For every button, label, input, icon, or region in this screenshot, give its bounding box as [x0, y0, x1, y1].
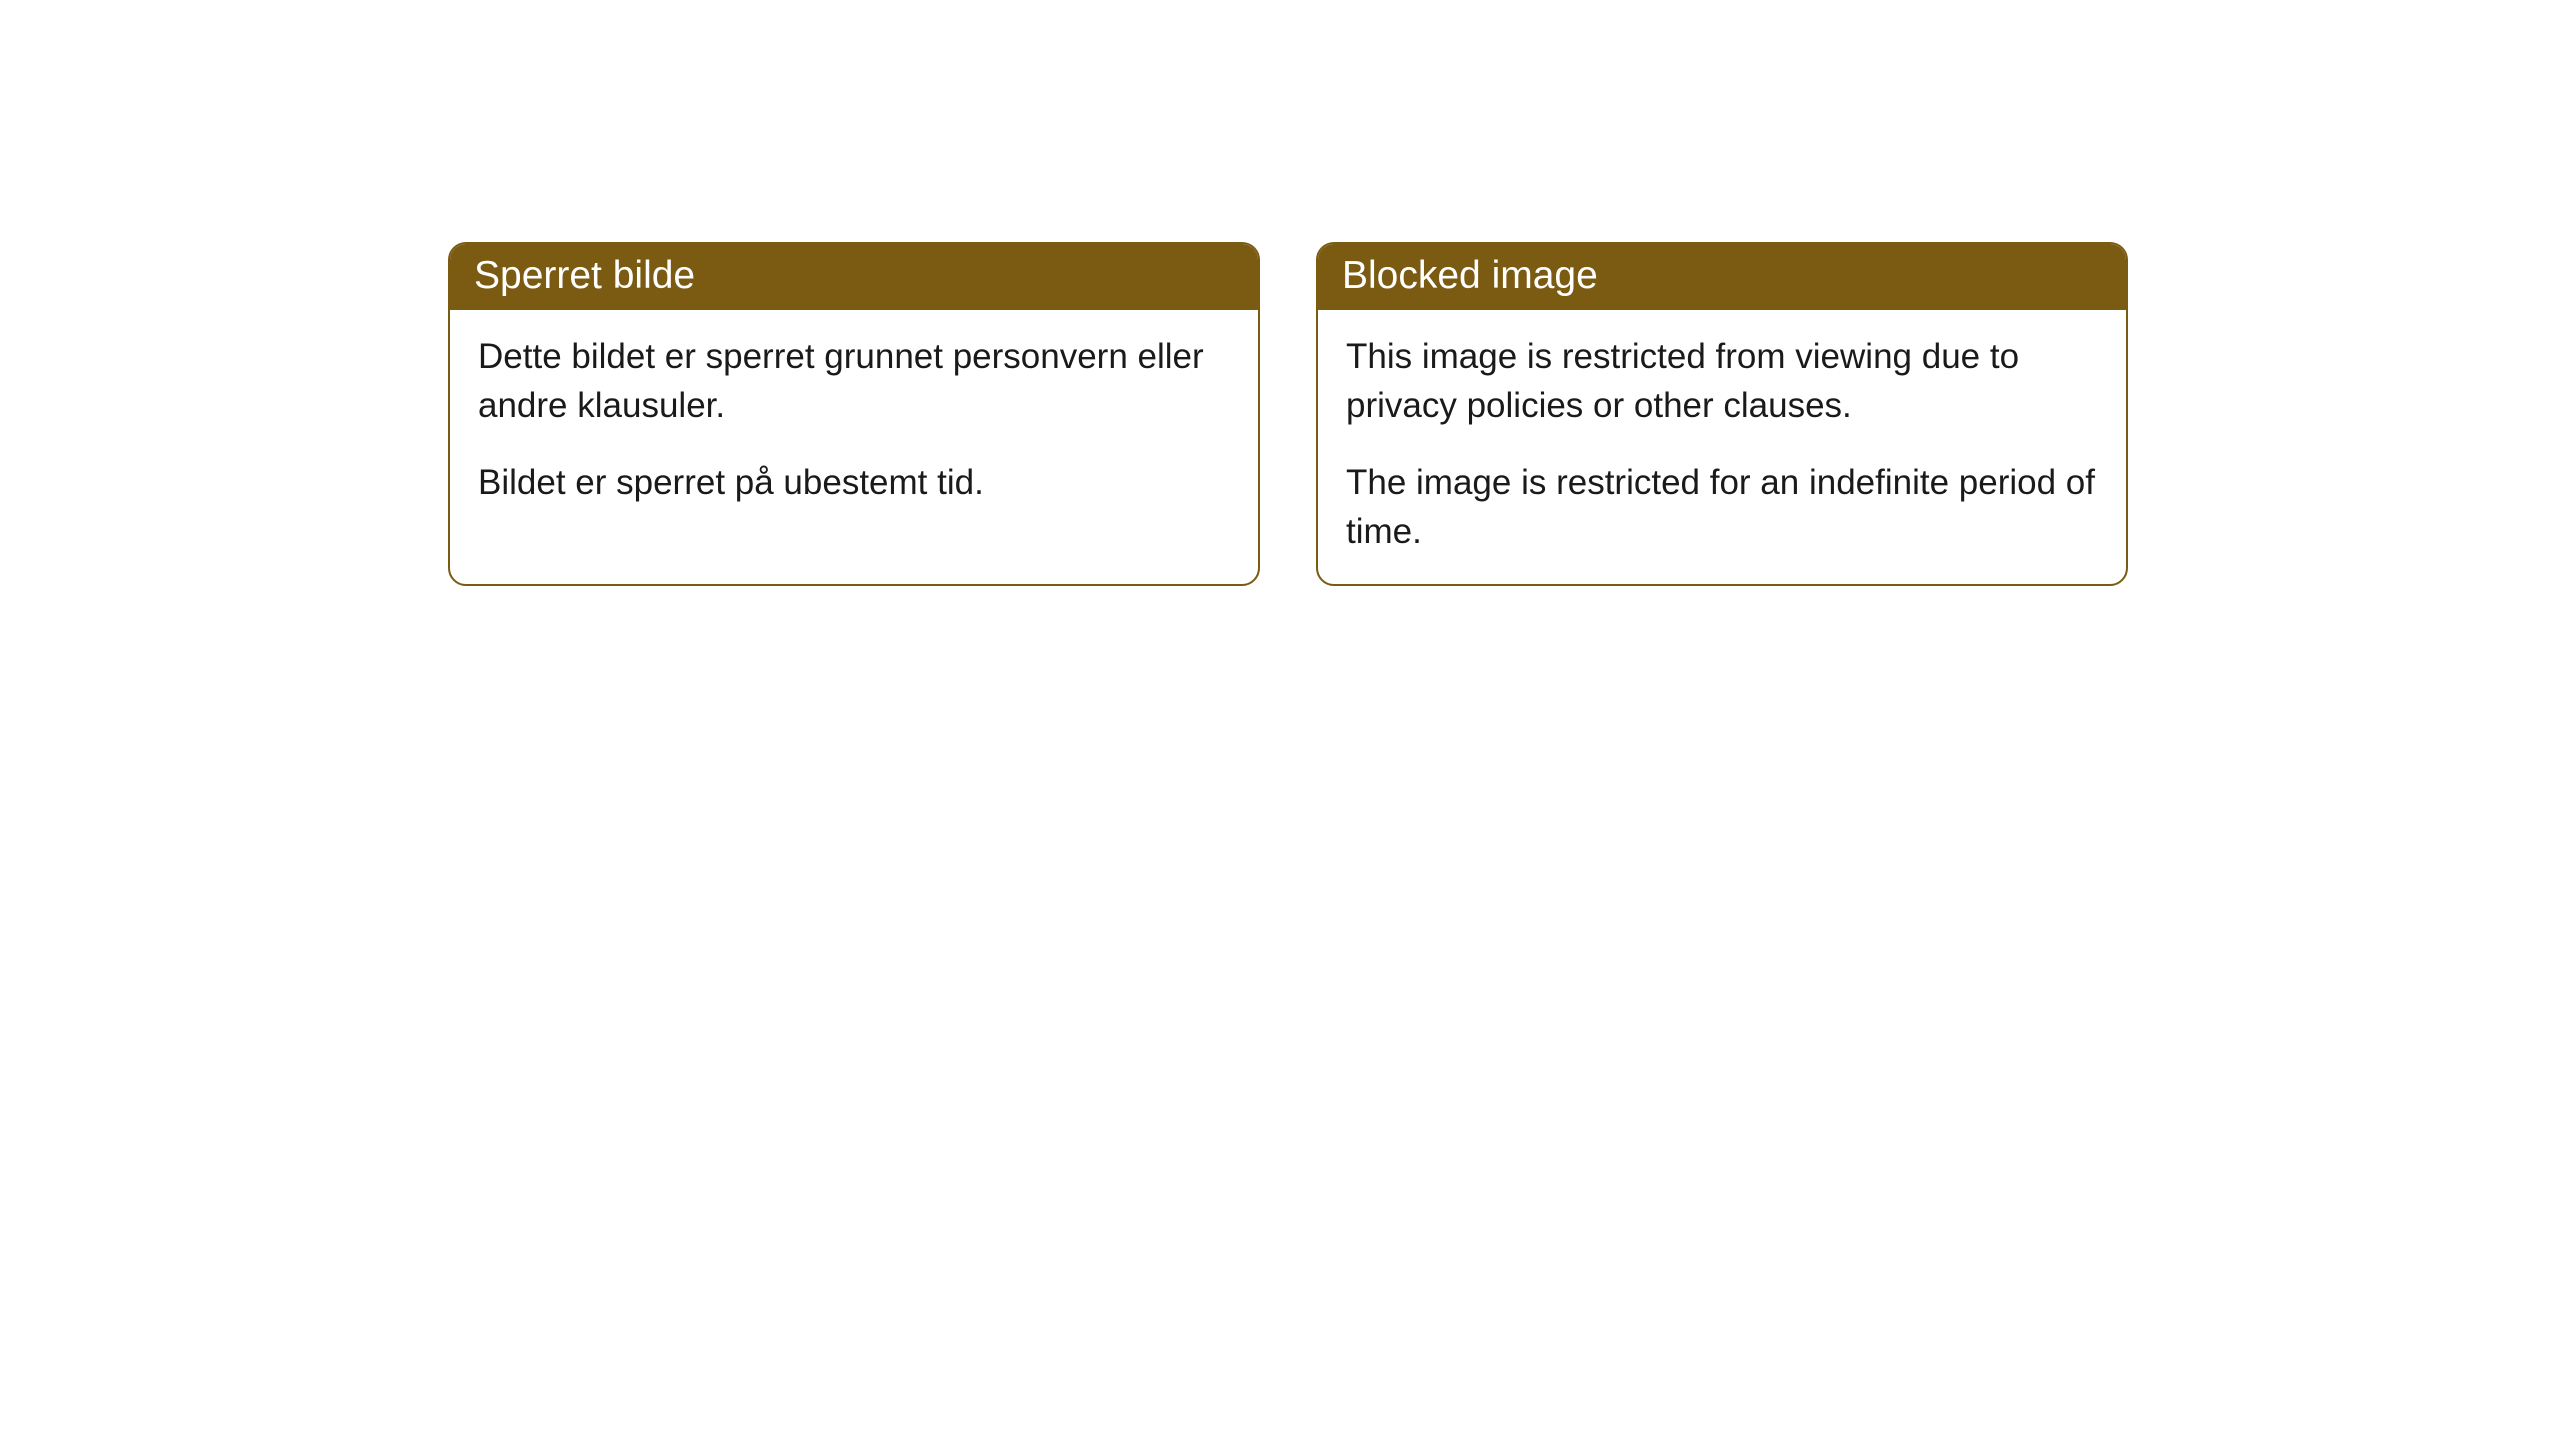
- card-paragraph-1: Dette bildet er sperret grunnet personve…: [478, 332, 1230, 430]
- notice-card-norwegian: Sperret bilde Dette bildet er sperret gr…: [448, 242, 1260, 586]
- card-paragraph-1: This image is restricted from viewing du…: [1346, 332, 2098, 430]
- card-paragraph-2: Bildet er sperret på ubestemt tid.: [478, 458, 1230, 507]
- card-body-norwegian: Dette bildet er sperret grunnet personve…: [450, 310, 1258, 535]
- card-title: Blocked image: [1342, 254, 1598, 297]
- card-header-norwegian: Sperret bilde: [450, 244, 1258, 310]
- notice-card-english: Blocked image This image is restricted f…: [1316, 242, 2128, 586]
- card-header-english: Blocked image: [1318, 244, 2126, 310]
- card-paragraph-2: The image is restricted for an indefinit…: [1346, 458, 2098, 556]
- notice-cards-container: Sperret bilde Dette bildet er sperret gr…: [448, 242, 2128, 586]
- card-body-english: This image is restricted from viewing du…: [1318, 310, 2126, 584]
- card-title: Sperret bilde: [474, 254, 695, 297]
